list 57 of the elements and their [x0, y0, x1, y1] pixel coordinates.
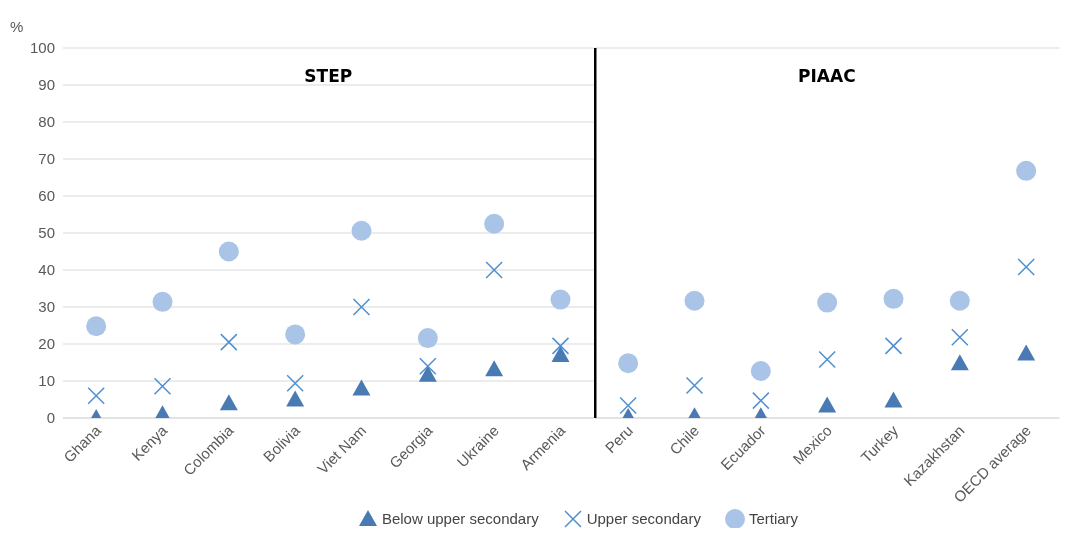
point [484, 213, 505, 234]
point [751, 391, 770, 410]
legend-label: Below upper secondary [380, 508, 539, 528]
point [1016, 344, 1035, 361]
point [485, 261, 503, 279]
point [152, 291, 173, 312]
point [685, 376, 703, 395]
point [153, 377, 172, 395]
point [1015, 160, 1036, 181]
point [1017, 258, 1035, 276]
legend-label: Upper secondary [585, 508, 701, 528]
y-tick-label: 0 [46, 409, 55, 427]
y-tick-label: 80 [38, 113, 55, 131]
text: STEP [303, 66, 354, 86]
point [86, 316, 107, 337]
y-tick-label: 60 [38, 187, 55, 205]
point [351, 220, 372, 241]
point [418, 365, 437, 382]
point [352, 379, 371, 396]
point [551, 346, 570, 363]
y-tick-label: 50 [38, 224, 55, 242]
point [417, 328, 438, 349]
point [87, 387, 105, 405]
point [884, 337, 902, 355]
y-tick-label: 70 [38, 150, 55, 168]
point [220, 333, 238, 351]
point [818, 350, 836, 369]
point [218, 241, 239, 262]
legend-label: Tertiary [747, 508, 799, 528]
point [817, 396, 836, 413]
point [949, 290, 970, 311]
point [352, 298, 371, 316]
point [286, 374, 304, 392]
y-tick-label: 10 [38, 372, 55, 390]
point [485, 360, 504, 377]
point [551, 337, 570, 355]
point [550, 289, 571, 310]
point [286, 390, 305, 407]
y-tick-label: 100 [29, 39, 55, 57]
y-tick-label: 30 [38, 298, 55, 316]
point [950, 354, 969, 371]
y-axis-title: % [10, 18, 24, 35]
point [419, 357, 437, 375]
point [619, 396, 637, 415]
point [816, 292, 837, 313]
y-tick-label: 40 [38, 261, 55, 279]
text: PIAAC [797, 66, 857, 86]
point [884, 391, 903, 408]
point [617, 353, 638, 374]
point [883, 288, 904, 309]
point [285, 324, 306, 345]
y-tick-label: 90 [38, 76, 55, 94]
point [950, 328, 969, 347]
point [750, 361, 771, 382]
point [684, 290, 705, 311]
point [219, 394, 238, 411]
y-tick-label: 20 [38, 335, 55, 353]
